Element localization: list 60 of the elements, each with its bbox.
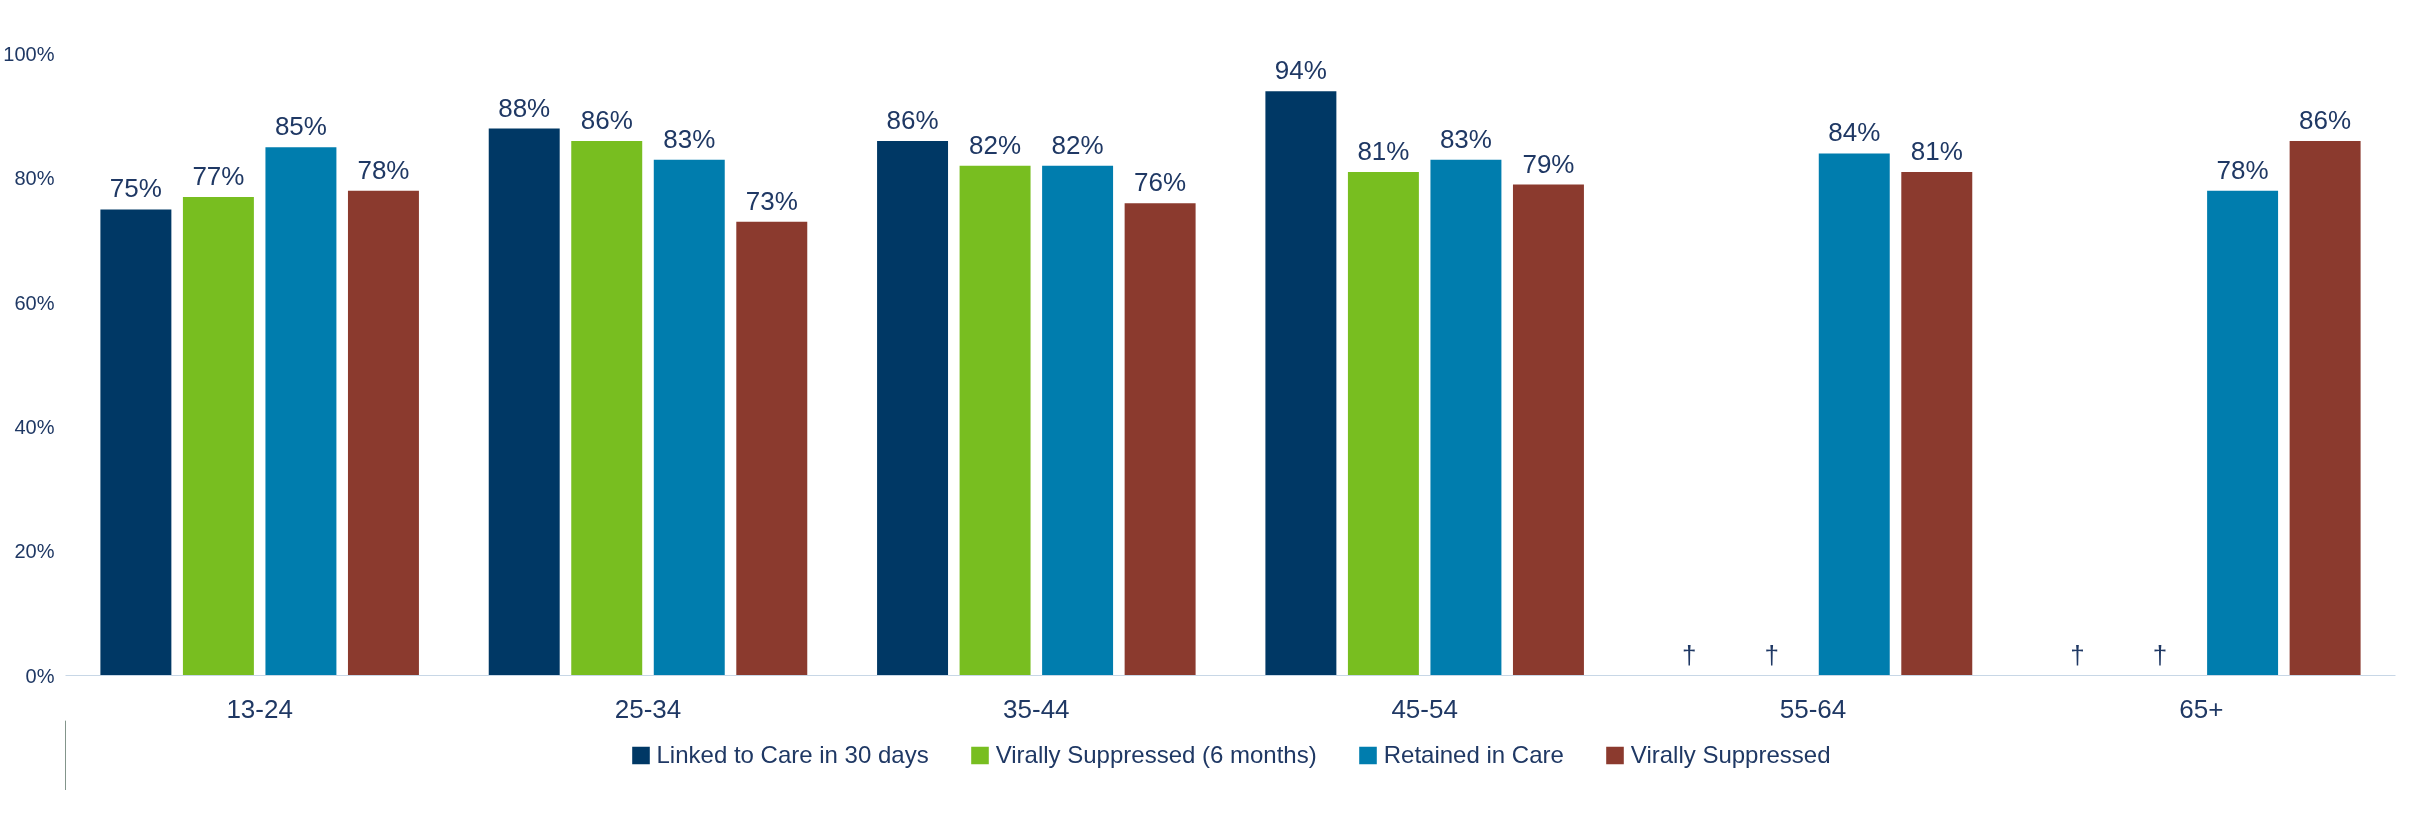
bar [265, 147, 337, 676]
legend-label: Virally Suppressed [1630, 741, 1831, 769]
data-label: 86% [580, 105, 633, 136]
bar [1512, 184, 1584, 676]
legend-label: Virally Suppressed (6 months) [995, 741, 1317, 769]
bar [877, 141, 949, 676]
legend-label: Linked to Care in 30 days [656, 741, 929, 769]
y-tick-label: 20% [14, 540, 55, 563]
bar [571, 141, 643, 676]
text: † [1681, 639, 1697, 670]
bar [653, 159, 725, 676]
data-label: 82% [1051, 129, 1104, 160]
y-tick-label: 80% [14, 167, 55, 190]
data-label: 78% [357, 154, 410, 185]
data-label: 78% [2216, 154, 2269, 185]
text: † [2152, 639, 2168, 670]
data-label: 86% [2299, 105, 2352, 136]
bar [1430, 159, 1502, 676]
x-tick-label: 25-34 [614, 693, 682, 724]
bar [1818, 153, 1890, 676]
data-label: 85% [274, 111, 327, 142]
data-label: 86% [886, 105, 939, 136]
data-label: 81% [1910, 136, 1963, 167]
data-label: 83% [663, 123, 716, 154]
x-tick-label: 35-44 [1003, 693, 1070, 724]
data-label: 84% [1828, 117, 1881, 148]
bar [2289, 141, 2361, 676]
data-label: 75% [109, 173, 162, 204]
x-tick-label: 55-64 [1779, 693, 1847, 724]
bar [2207, 190, 2279, 676]
y-tick-label: 100% [3, 43, 55, 65]
bar [100, 209, 172, 676]
legend-label: Retained in Care [1383, 741, 1564, 769]
bar [1042, 165, 1114, 676]
data-label: 88% [498, 92, 551, 123]
bar [182, 196, 254, 676]
bar [959, 165, 1031, 676]
text: † [2070, 639, 2085, 670]
y-tick-label: 0% [25, 664, 55, 687]
bar [1901, 172, 1973, 676]
data-label: 77% [192, 160, 245, 191]
data-label: 79% [1522, 148, 1575, 179]
bar [1265, 91, 1337, 676]
y-tick-label: 60% [14, 291, 55, 314]
data-label: 76% [1134, 167, 1187, 198]
x-tick-label: 65+ [2179, 693, 2224, 724]
data-label: 94% [1274, 55, 1327, 86]
y-tick-label: 40% [14, 415, 55, 438]
text: † [1764, 639, 1779, 670]
bar [736, 221, 808, 676]
data-label: 83% [1439, 123, 1492, 154]
data-label: 82% [969, 129, 1022, 160]
x-tick-label: 45-54 [1391, 693, 1458, 724]
bar [1124, 203, 1196, 676]
bar [488, 128, 560, 676]
x-tick-label: 13-24 [226, 693, 293, 724]
data-label: 73% [745, 185, 798, 216]
bar [1347, 172, 1419, 676]
bar [347, 190, 419, 676]
data-label: 81% [1357, 136, 1410, 167]
